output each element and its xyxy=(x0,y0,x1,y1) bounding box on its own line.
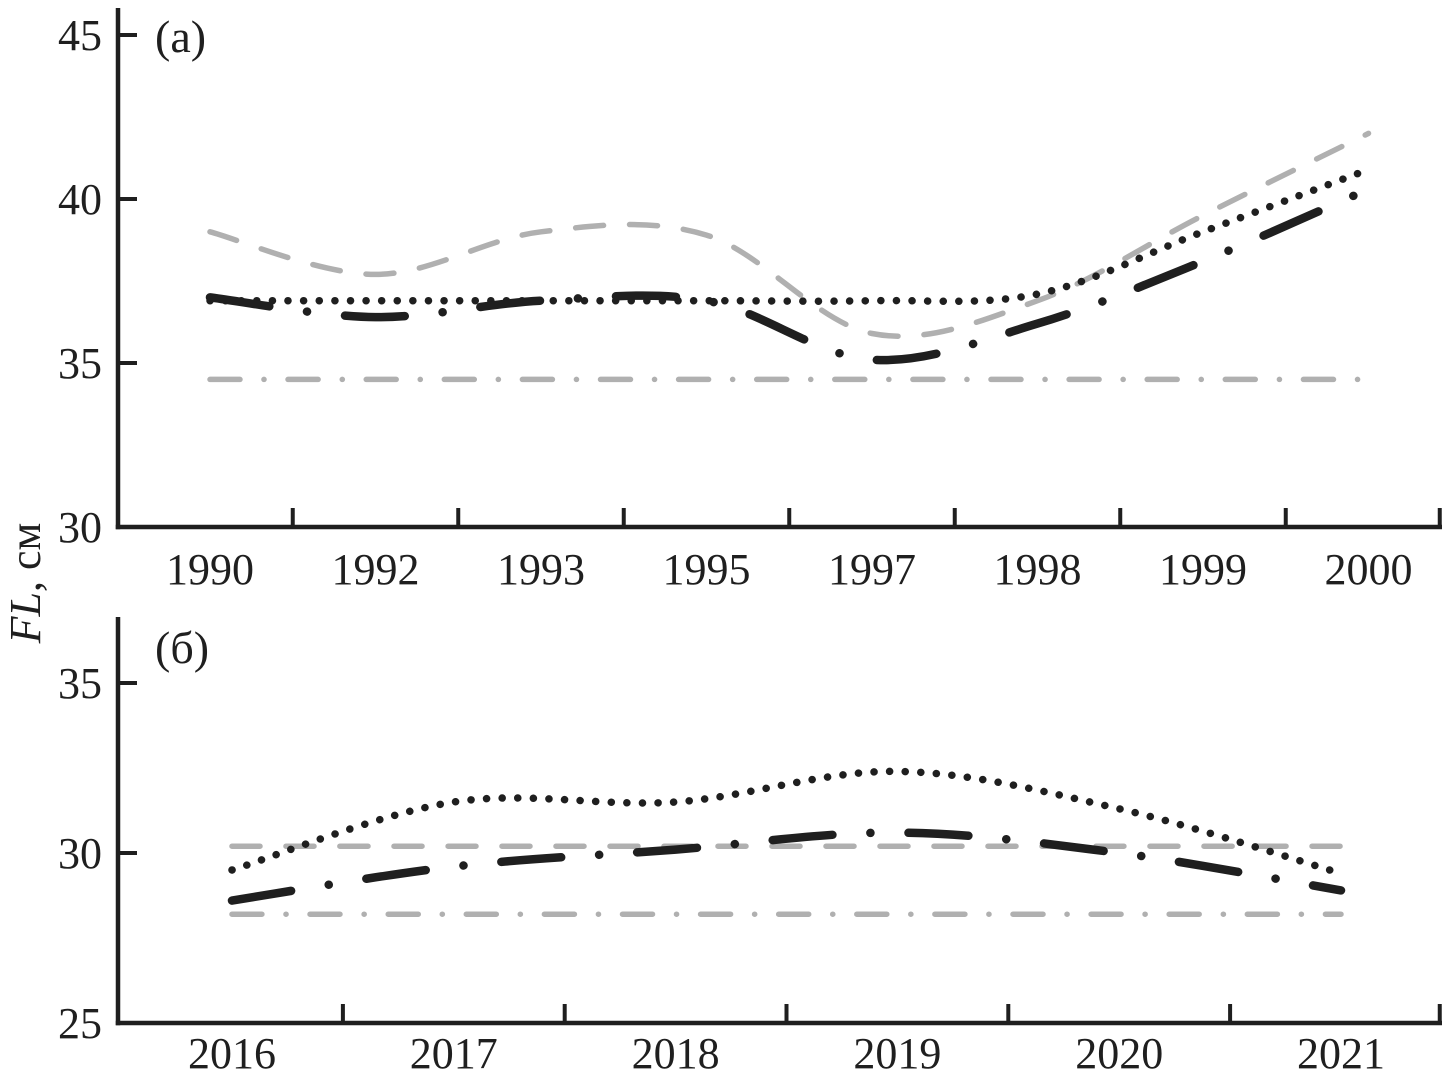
y-tick-label: 30 xyxy=(58,503,102,552)
series-black-long-dash-line xyxy=(227,828,1346,905)
x-tick-label: 1999 xyxy=(1159,545,1247,594)
panel-a: 30 35 40 45 1990 1992 1993 1995 1997 1998 1999 2000… xyxy=(58,8,1442,594)
y-tick-label: 40 xyxy=(58,175,102,224)
x-tick-label: 2019 xyxy=(853,1029,941,1078)
x-tick-label: 1998 xyxy=(994,545,1082,594)
y-tick-label: 25 xyxy=(58,999,102,1048)
x-tick-label: 1993 xyxy=(497,545,585,594)
x-tick-label: 2021 xyxy=(1297,1029,1385,1078)
y-axis-label-italic: FL xyxy=(1,592,50,644)
axes: 30 35 40 45 1990 1992 1993 1995 1997 1998 1999 2000 xyxy=(58,8,1442,594)
x-tick-label: 2018 xyxy=(632,1029,720,1078)
x-tick-label: 1992 xyxy=(332,545,420,594)
x-tick-label: 2016 xyxy=(188,1029,276,1078)
x-tick-label: 1995 xyxy=(663,545,751,594)
x-tick-label: 1990 xyxy=(166,545,254,594)
y-axis-label-units: , см xyxy=(1,523,50,592)
y-tick-label: 30 xyxy=(58,829,102,878)
series-black-dotted-line xyxy=(228,767,1345,878)
y-tick-label: 45 xyxy=(58,11,102,60)
panel-a-plot: 30 35 40 45 1990 1992 1993 1995 1997 1998 1999 2000 xyxy=(58,8,1442,594)
series-black-long-dash-line xyxy=(205,184,1373,365)
panel-b-plot: 25 30 35 2016 2017 2018 2019 2020 2021 xyxy=(58,617,1442,1078)
x-tick-label: 2017 xyxy=(410,1029,498,1078)
series-black-dotted-line xyxy=(206,165,1373,306)
x-tick-label: 2000 xyxy=(1325,545,1413,594)
axes: 25 30 35 2016 2017 2018 2019 2020 2021 xyxy=(58,617,1442,1078)
y-axis-label: FL, см xyxy=(1,523,50,645)
x-tick-label: 1997 xyxy=(828,545,916,594)
panel-b: 25 30 35 2016 2017 2018 2019 2020 2021 (б) xyxy=(58,617,1442,1078)
panel-a-label: (a) xyxy=(155,11,206,62)
x-tick-label: 2020 xyxy=(1075,1029,1163,1078)
y-tick-label: 35 xyxy=(58,659,102,708)
y-tick-label: 35 xyxy=(58,339,102,388)
panel-b-label: (б) xyxy=(155,622,209,673)
series-gray-dashed-line xyxy=(207,130,1372,339)
